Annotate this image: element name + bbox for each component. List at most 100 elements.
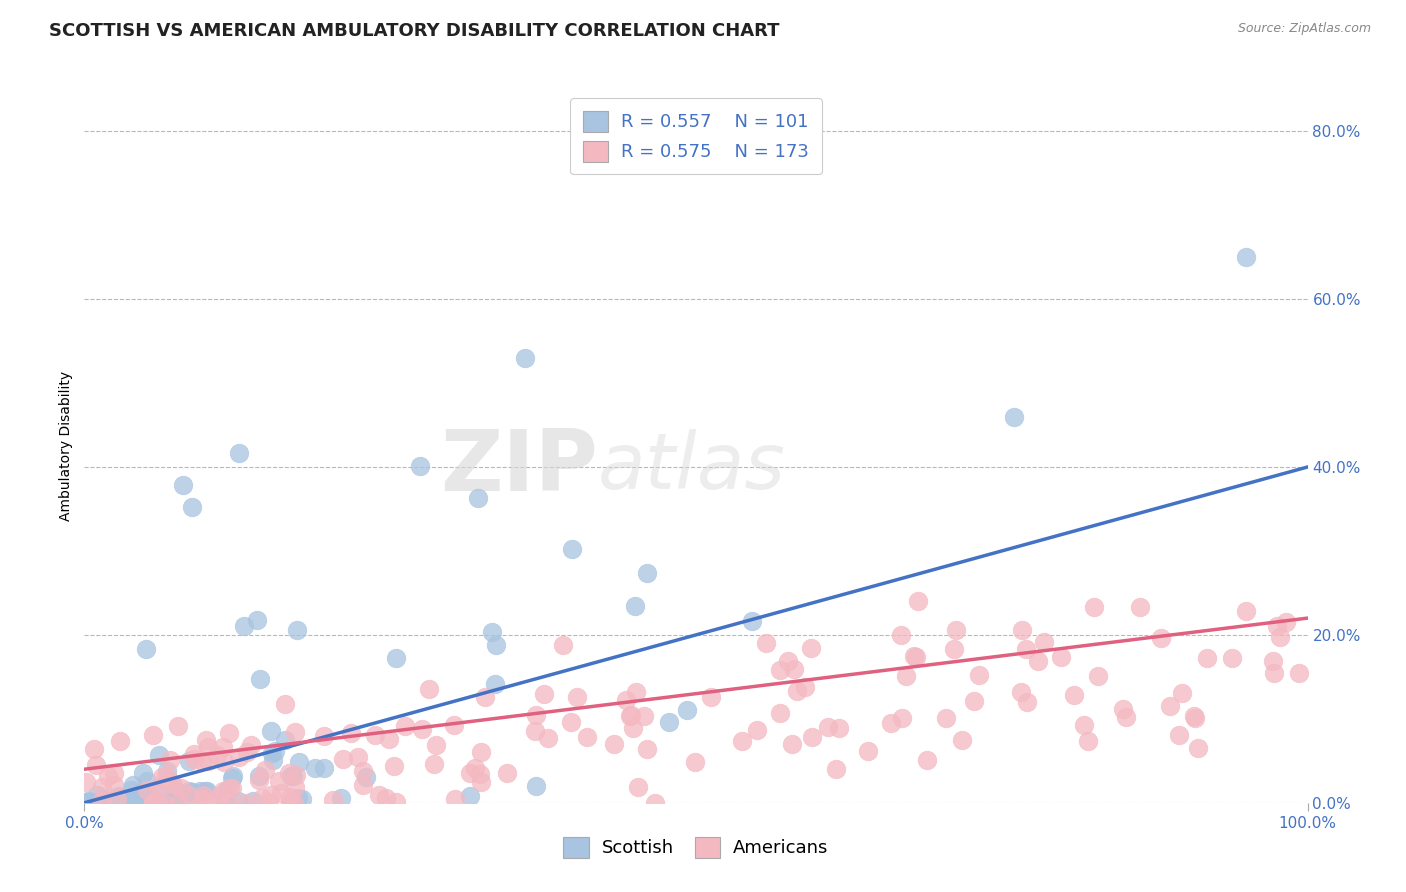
Point [800,640,823,655]
Point [235,796,257,810]
Point [614,693,637,707]
Point [621,722,644,736]
Point [278,796,301,810]
Point [97,769,120,783]
Point [322,793,344,807]
Point [624,685,647,699]
Point [76,795,98,809]
Point [1187,740,1209,755]
Point [783,663,806,677]
Point [260,723,283,738]
Point [485,639,508,653]
Point [228,749,250,764]
Point [1011,624,1033,638]
Point [1015,642,1038,657]
Point [332,752,354,766]
Point [236,745,259,759]
Point [77,796,100,810]
Point [1112,702,1135,716]
Point [828,721,851,735]
Point [228,446,250,460]
Point [636,566,658,580]
Point [700,690,723,704]
Point [291,791,314,805]
Point [423,757,446,772]
Point [1197,651,1219,665]
Point [105,791,128,805]
Point [824,762,846,776]
Point [155,769,177,783]
Point [195,784,218,798]
Point [1268,630,1291,644]
Point [159,753,181,767]
Point [524,708,547,723]
Point [801,730,824,744]
Point [132,766,155,780]
Point [418,682,440,697]
Point [285,623,308,637]
Point [524,780,547,794]
Point [169,780,191,795]
Y-axis label: Ambulatory Disability: Ambulatory Disability [59,371,73,521]
Point [183,747,205,761]
Point [524,724,547,739]
Point [177,788,200,802]
Point [768,663,790,677]
Text: atlas: atlas [598,429,786,506]
Point [208,789,231,803]
Point [215,783,238,797]
Point [367,788,389,802]
Point [565,690,588,705]
Point [77,794,100,808]
Point [364,728,387,742]
Point [209,796,232,810]
Point [240,738,263,752]
Point [135,642,157,657]
Point [537,731,560,746]
Point [80,796,103,810]
Point [149,786,172,800]
Point [1063,688,1085,702]
Point [470,745,492,759]
Point [183,788,205,802]
Point [221,780,243,795]
Point [221,771,243,785]
Point [560,714,582,729]
Point [84,758,107,772]
Point [274,698,297,712]
Point [214,755,236,769]
Point [352,778,374,792]
Point [169,795,191,809]
Point [153,796,176,810]
Point [212,784,235,798]
Point [409,458,432,473]
Point [1115,710,1137,724]
Point [246,613,269,627]
Point [148,747,170,762]
Point [1129,599,1152,614]
Point [425,738,447,752]
Point [950,733,973,747]
Point [107,793,129,807]
Point [157,773,180,788]
Point [1010,685,1032,699]
Point [769,706,792,721]
Point [107,795,129,809]
Point [191,754,214,768]
Point [260,788,283,802]
Point [1182,708,1205,723]
Point [83,742,105,756]
Point [891,711,914,725]
Point [731,733,754,747]
Point [136,774,159,789]
Point [91,793,114,807]
Point [354,770,377,784]
Point [270,786,292,800]
Point [903,648,925,663]
Point [935,711,957,725]
Point [1159,699,1181,714]
Point [180,785,202,799]
Point [624,599,647,614]
Point [226,794,249,808]
Point [793,680,815,694]
